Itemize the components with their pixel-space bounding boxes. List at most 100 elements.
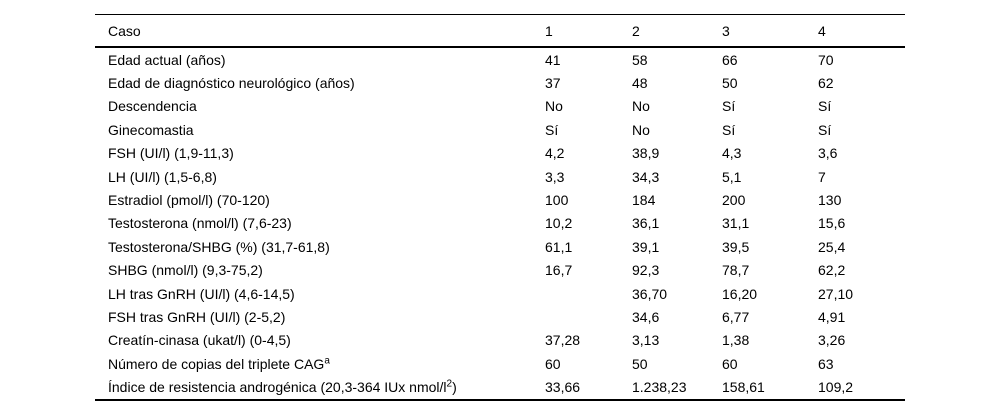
header-case-3: 3	[722, 14, 818, 48]
row-label-cell: LH (UI/l) (1,5-6,8)	[95, 165, 545, 188]
row-label: Índice de resistencia androgénica (20,3-…	[108, 379, 447, 396]
row-label-cell: Edad de diagnóstico neurológico (años)	[95, 71, 545, 94]
cell-case-3: 1,38	[722, 332, 750, 349]
table-row: FSH (UI/l) (1,9-11,3) 4,2 38,9 4,3 3,6	[95, 142, 905, 165]
row-label-superscript: 2	[446, 378, 453, 390]
header-case-1: 1	[545, 14, 632, 48]
row-label: Ginecomastia	[108, 121, 194, 138]
cell-case-1: 100	[545, 192, 569, 209]
cell-case-2: 38,9	[632, 145, 660, 162]
row-label: FSH (UI/l) (1,9-11,3)	[108, 145, 234, 162]
row-label: Edad de diagnóstico neurológico (años)	[108, 75, 355, 92]
row-label-cell: Estradiol (pmol/l) (70-120)	[95, 188, 545, 211]
cell-case-3: 5,1	[722, 168, 742, 185]
cell-case-2: 48	[632, 75, 648, 92]
cell-case-3: 6,77	[722, 308, 750, 325]
table-row: Creatín-cinasa (ukat/l) (0-4,5) 37,28 3,…	[95, 329, 905, 352]
header-caso: Caso	[95, 14, 545, 48]
cell-case-2: No	[632, 98, 650, 115]
table-row: Estradiol (pmol/l) (70-120) 100 184 200 …	[95, 188, 905, 211]
cell-case-4: 130	[818, 192, 842, 209]
row-label: SHBG (nmol/l) (9,3-75,2)	[108, 262, 263, 279]
row-label-cell: Índice de resistencia androgénica (20,3-…	[95, 375, 545, 401]
table-row: LH tras GnRH (UI/l) (4,6-14,5) 36,70 16,…	[95, 282, 905, 305]
cell-case-4: 70	[818, 51, 834, 68]
cell-case-3: Sí	[722, 121, 736, 138]
cell-case-4: 3,6	[818, 145, 838, 162]
table-row: Testosterona (nmol/l) (7,6-23) 10,2 36,1…	[95, 212, 905, 235]
cell-case-1: 16,7	[545, 262, 573, 279]
row-label: LH (UI/l) (1,5-6,8)	[108, 168, 217, 185]
table-row: SHBG (nmol/l) (9,3-75,2) 16,7 92,3 78,7 …	[95, 259, 905, 282]
row-label: LH tras GnRH (UI/l) (4,6-14,5)	[108, 285, 295, 302]
cell-case-1: 3,3	[545, 168, 565, 185]
cell-case-1: Sí	[545, 121, 559, 138]
cell-case-2: 50	[632, 355, 648, 372]
cell-case-2: 184	[632, 192, 656, 209]
row-label-cell: Número de copias del triplete CAGa	[95, 352, 545, 375]
clinical-cases-table: Caso 1 2 3 4 Edad actual (años) 41 58 66…	[95, 14, 905, 401]
row-label-cell: Descendencia	[95, 95, 545, 118]
cell-case-3: 60	[722, 355, 738, 372]
cell-case-3: 200	[722, 192, 746, 209]
row-label-cell: FSH tras GnRH (UI/l) (2-5,2)	[95, 305, 545, 328]
row-label-cell: LH tras GnRH (UI/l) (4,6-14,5)	[95, 282, 545, 305]
header-case-4: 4	[818, 14, 905, 48]
row-label: Testosterona (nmol/l) (7,6-23)	[108, 215, 292, 232]
cell-case-4: Sí	[818, 121, 832, 138]
row-label: Testosterona/SHBG (%) (31,7-61,8)	[108, 238, 330, 255]
cell-case-4: 27,10	[818, 285, 854, 302]
row-label: Descendencia	[108, 98, 197, 115]
cell-case-1: 61,1	[545, 238, 573, 255]
cell-case-4: 62	[818, 75, 834, 92]
cell-case-2: 34,3	[632, 168, 660, 185]
cell-case-2: 3,13	[632, 332, 660, 349]
cell-case-4: 7	[818, 168, 826, 185]
row-label: Edad actual (años)	[108, 51, 226, 68]
cell-case-2: 92,3	[632, 262, 660, 279]
table-row: Número de copias del triplete CAGa 60 50…	[95, 352, 905, 375]
cell-case-3: 158,61	[722, 375, 818, 401]
cell-case-1: 60	[545, 355, 561, 372]
cell-case-1: 37	[545, 75, 561, 92]
cell-case-4: 25,4	[818, 238, 846, 255]
cell-case-1: No	[545, 98, 563, 115]
cell-case-2: No	[632, 121, 650, 138]
cell-case-1: 4,2	[545, 145, 565, 162]
cell-case-4: 63	[818, 355, 834, 372]
cell-case-4: 4,91	[818, 308, 846, 325]
cell-case-2: 39,1	[632, 238, 660, 255]
cell-case-3: 4,3	[722, 145, 742, 162]
row-label-cell: SHBG (nmol/l) (9,3-75,2)	[95, 259, 545, 282]
cell-case-1: 37,28	[545, 332, 581, 349]
row-label-cell: Ginecomastia	[95, 118, 545, 141]
row-label: Creatín-cinasa (ukat/l) (0-4,5)	[108, 332, 291, 349]
cell-case-3: 31,1	[722, 215, 750, 232]
row-label-cell: Testosterona (nmol/l) (7,6-23)	[95, 212, 545, 235]
row-label-tail: )	[452, 379, 457, 396]
cell-case-2: 34,6	[632, 308, 660, 325]
cell-case-3: Sí	[722, 98, 736, 115]
cell-case-3: 16,20	[722, 285, 758, 302]
cell-case-2: 36,1	[632, 215, 660, 232]
cell-case-1: 41	[545, 51, 561, 68]
cell-case-3: 50	[722, 75, 738, 92]
table-row: FSH tras GnRH (UI/l) (2-5,2) 34,6 6,77 4…	[95, 305, 905, 328]
table-row: Índice de resistencia androgénica (20,3-…	[95, 375, 905, 401]
row-label: FSH tras GnRH (UI/l) (2-5,2)	[108, 308, 286, 325]
row-label-superscript: a	[324, 355, 330, 367]
table-row: Edad de diagnóstico neurológico (años) 3…	[95, 71, 905, 94]
cell-case-1: 10,2	[545, 215, 573, 232]
row-label: Número de copias del triplete CAG	[108, 355, 325, 372]
header-row: Caso 1 2 3 4	[95, 14, 905, 48]
row-label-cell: Testosterona/SHBG (%) (31,7-61,8)	[95, 235, 545, 258]
row-label-cell: FSH (UI/l) (1,9-11,3)	[95, 142, 545, 165]
table-row: LH (UI/l) (1,5-6,8) 3,3 34,3 5,1 7	[95, 165, 905, 188]
row-label: Estradiol (pmol/l) (70-120)	[108, 192, 270, 209]
row-label-cell: Creatín-cinasa (ukat/l) (0-4,5)	[95, 329, 545, 352]
cell-case-4: 3,26	[818, 332, 846, 349]
cell-case-1	[545, 282, 632, 305]
table-row: Ginecomastia Sí No Sí Sí	[95, 118, 905, 141]
cell-case-1: 33,66	[545, 375, 632, 401]
